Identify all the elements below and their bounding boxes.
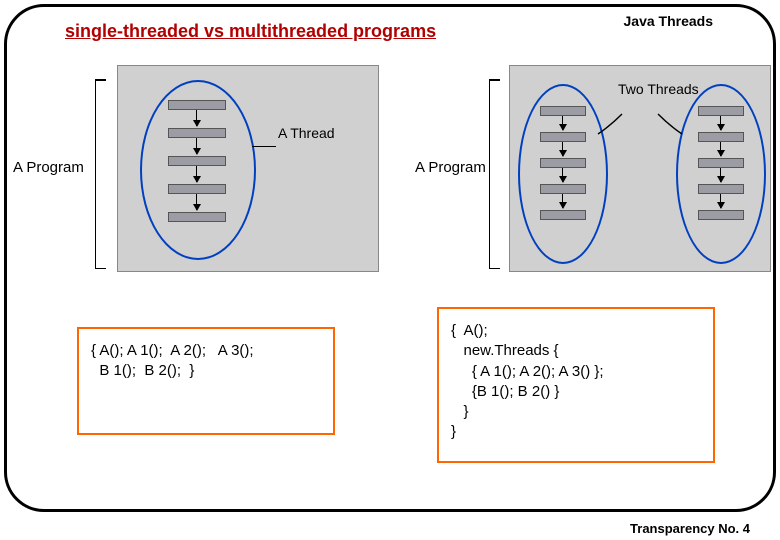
arrow-icon bbox=[562, 116, 563, 130]
thread-bar bbox=[540, 132, 586, 142]
thread-bar bbox=[168, 184, 226, 194]
left-thread-ellipse bbox=[140, 80, 256, 260]
thread-bar bbox=[540, 210, 586, 220]
arrow-icon bbox=[562, 168, 563, 182]
arrow-icon bbox=[720, 194, 721, 208]
thread-bar bbox=[168, 100, 226, 110]
connector-line bbox=[252, 146, 276, 147]
header-label: Java Threads bbox=[624, 13, 714, 29]
thread-bar bbox=[698, 184, 744, 194]
arrow-icon bbox=[562, 142, 563, 156]
arrow-icon bbox=[196, 194, 197, 210]
right-threads-label: Two Threads bbox=[618, 82, 699, 97]
arrow-icon bbox=[196, 110, 197, 126]
footer-label: Transparency No. 4 bbox=[630, 521, 750, 536]
code-box-left: { A(); A 1(); A 2(); A 3(); B 1(); B 2()… bbox=[77, 327, 335, 435]
arrow-icon bbox=[720, 168, 721, 182]
arrow-icon bbox=[562, 194, 563, 208]
right-thread-ellipse-1 bbox=[518, 84, 608, 264]
thread-bar bbox=[698, 210, 744, 220]
left-program-label: A Program bbox=[13, 159, 84, 176]
thread-bar bbox=[698, 106, 744, 116]
left-brace bbox=[95, 79, 112, 269]
thread-bar bbox=[540, 184, 586, 194]
right-thread-ellipse-2 bbox=[676, 84, 766, 264]
thread-bar bbox=[540, 106, 586, 116]
thread-bar bbox=[168, 212, 226, 222]
arrow-icon bbox=[720, 116, 721, 130]
thread-bar bbox=[698, 158, 744, 168]
code-box-right: { A(); new.Threads { { A 1(); A 2(); A 3… bbox=[437, 307, 715, 463]
left-gray-box: A Thread bbox=[117, 65, 379, 272]
right-program-label: A Program bbox=[415, 159, 486, 176]
right-brace bbox=[489, 79, 506, 269]
diagram-area: A Program A Thread A Program Two bbox=[17, 59, 763, 279]
slide-frame: Java Threads single-threaded vs multithr… bbox=[4, 4, 776, 512]
arrow-icon bbox=[720, 142, 721, 156]
arrow-icon bbox=[196, 138, 197, 154]
arrow-icon bbox=[196, 166, 197, 182]
right-gray-box: Two Threads bbox=[509, 65, 771, 272]
slide-title: single-threaded vs multithreaded program… bbox=[65, 21, 436, 42]
thread-bar bbox=[168, 128, 226, 138]
thread-bar bbox=[698, 132, 744, 142]
left-thread-label: A Thread bbox=[278, 126, 335, 141]
thread-bar bbox=[540, 158, 586, 168]
thread-bar bbox=[168, 156, 226, 166]
